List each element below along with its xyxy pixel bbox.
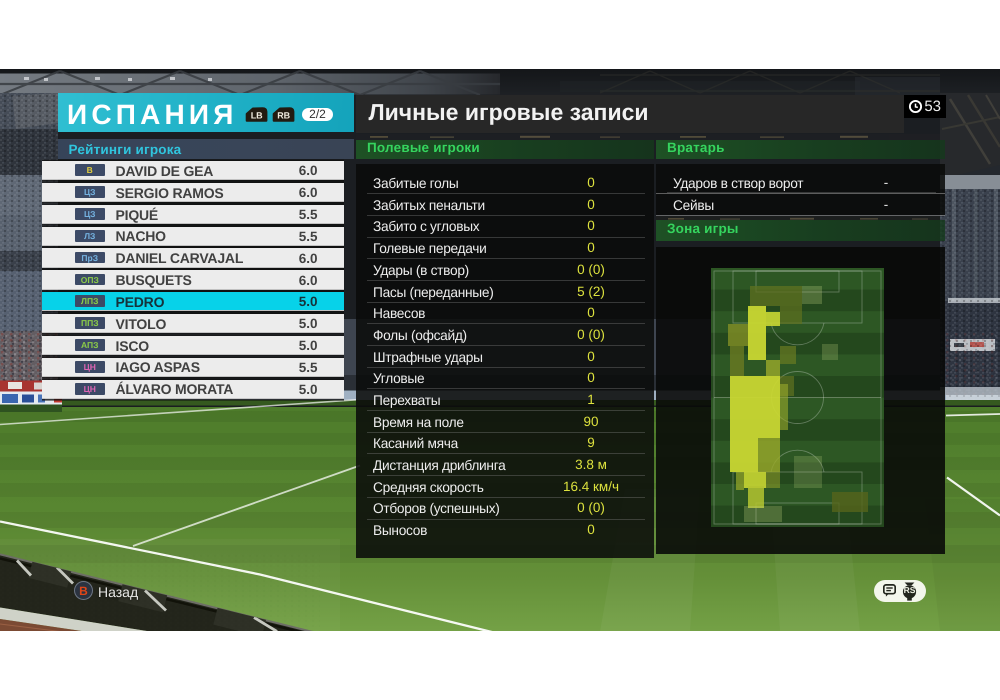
svg-text:RB: RB [277,111,290,121]
svg-text:LB: LB [251,111,263,121]
